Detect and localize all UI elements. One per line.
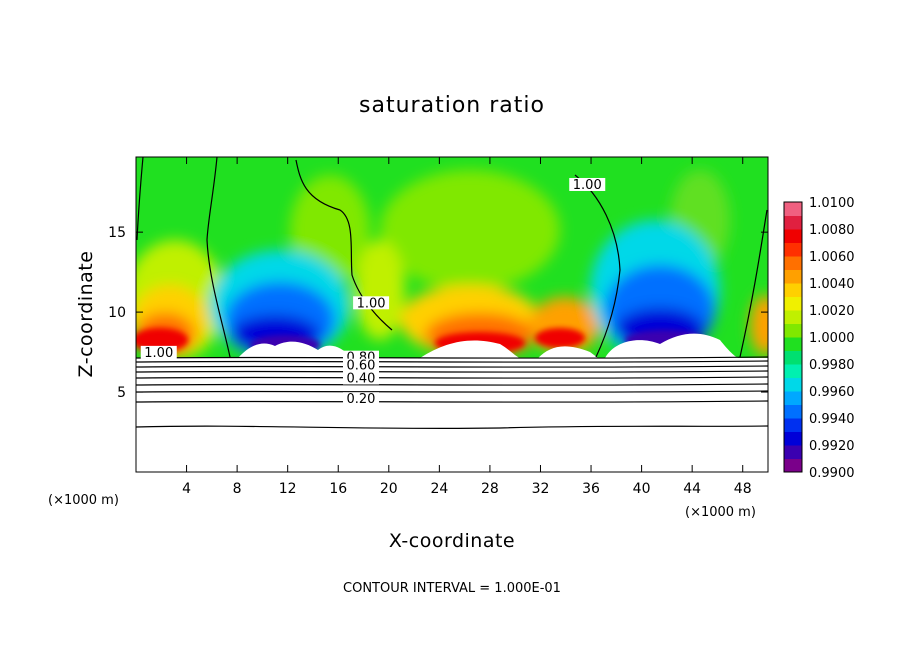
colorbar-swatch [784,202,802,216]
plot-frame [135,156,769,473]
colorbar-label: 1.0020 [809,304,855,319]
contour-label-bg [342,392,379,406]
contour-label: 0.20 [347,392,376,407]
contour-label: 1.00 [144,346,173,361]
colorbar-frame [783,201,803,473]
x-axis: 4 8 12 16 20 24 28 32 36 40 44 48 [182,157,752,497]
y-tick-label: 10 [108,305,126,321]
colorbar-swatch [784,418,802,432]
contour-lines [136,157,768,430]
x-tick-label: 48 [734,481,752,497]
colorbar-swatch [784,350,802,365]
contour-label-bg [353,296,390,310]
colorbar-swatch [784,229,802,243]
colorbar-label: 1.0100 [809,196,855,211]
contour-label: 1.00 [573,178,602,193]
colorbar-label: 1.0000 [809,331,855,346]
y-axis: 5 10 15 [108,225,768,401]
x-unit-left: (×1000 m) [48,493,119,508]
contour-label: 0.40 [347,371,376,386]
colorbar-swatch [784,431,802,446]
colorbar-swatch [784,242,802,257]
y-tick-label: 5 [117,385,126,401]
x-tick-label: 8 [233,481,242,497]
x-tick-label: 16 [329,481,347,497]
colorbar-label: 0.9920 [809,439,855,454]
x-unit-right: (×1000 m) [685,505,756,520]
contour-label-bg [342,371,379,385]
colorbar-label: 1.0060 [809,250,855,265]
colorbar-swatch [784,310,802,324]
x-tick-label: 24 [430,481,448,497]
colorbar-label: 1.0080 [809,223,855,238]
x-tick-label: 4 [182,481,191,497]
contour-label-bg [140,345,177,359]
colorbar-swatch [784,337,802,351]
colorbar-label: 0.9960 [809,385,855,400]
colorbar-swatch [784,296,802,311]
colorbar-swatch [784,458,802,473]
colorbar-swatch [784,215,802,230]
x-tick-label: 28 [481,481,499,497]
contour-label: 1.00 [357,296,386,311]
contour-labels: 1.001.001.000.800.600.400.20 [140,177,606,407]
colorbar-swatch [784,283,802,297]
chart-title: saturation ratio [359,93,545,118]
colorbar-swatch [784,391,802,405]
contour-label-bg [569,177,606,191]
colorbar-swatch [784,269,802,284]
x-tick-label: 36 [582,481,600,497]
saturation-field [136,157,768,358]
colorbar: 1.0100 1.0080 1.0060 1.0040 1.0020 1.0000 0.99… [783,196,855,481]
y-tick-label: 15 [108,225,126,241]
colorbar-label: 1.0040 [809,277,855,292]
y-axis-title: Z-coordinate [75,251,97,378]
colorbar-swatch [784,445,802,459]
colorbar-swatch [784,404,802,419]
x-tick-label: 12 [279,481,297,497]
x-tick-label: 32 [532,481,550,497]
colorbar-swatch [784,323,802,338]
colorbar-swatch [784,377,802,392]
colorbar-label: 0.9900 [809,466,855,481]
x-axis-title: X-coordinate [389,530,515,552]
x-tick-label: 40 [633,481,651,497]
contour-label: 0.60 [347,359,376,374]
x-tick-label: 20 [380,481,398,497]
contour-interval-note: CONTOUR INTERVAL = 1.000E-01 [343,581,561,596]
x-tick-label: 44 [683,481,701,497]
colorbar-swatch [784,364,802,378]
contour-label-bg [342,358,379,372]
colorbar-swatch [784,256,802,270]
colorbar-label: 0.9940 [809,412,855,427]
colorbar-label: 0.9980 [809,358,855,373]
